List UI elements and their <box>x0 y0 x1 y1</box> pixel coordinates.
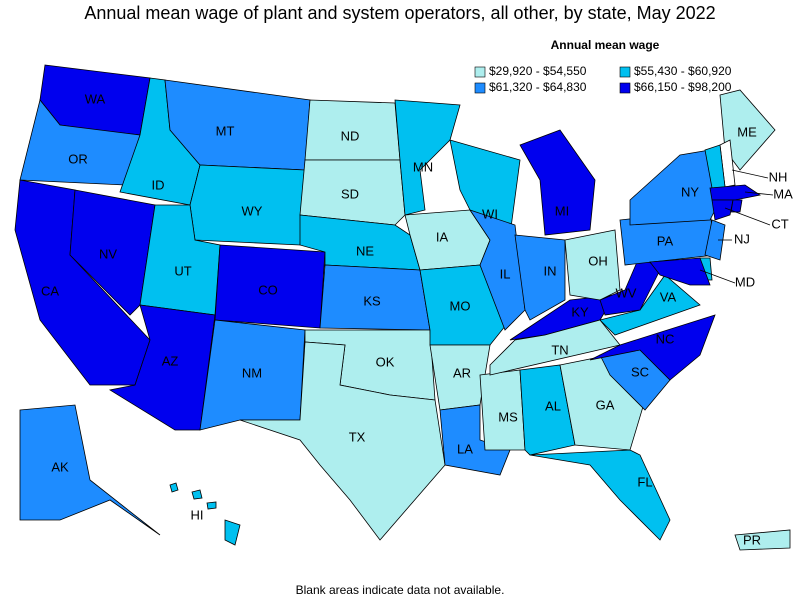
state-label: WA <box>85 91 106 106</box>
state-label: WV <box>616 285 637 300</box>
states <box>14 64 791 551</box>
state-label: MD <box>735 274 755 289</box>
state-label: NY <box>681 184 699 199</box>
state-label: NM <box>242 365 262 380</box>
state <box>19 404 161 536</box>
state-label: IL <box>500 266 511 281</box>
state <box>224 519 241 546</box>
state <box>709 184 762 201</box>
state-label: ID <box>152 177 165 192</box>
state-label: OK <box>376 354 395 369</box>
state <box>711 199 734 221</box>
state <box>299 159 406 226</box>
state <box>649 257 711 286</box>
state-label: AL <box>545 398 561 413</box>
state-label: OR <box>68 151 88 166</box>
state-label: NH <box>769 169 788 184</box>
state <box>239 341 446 541</box>
state-label: HI <box>191 507 204 522</box>
legend-label: $55,430 - $60,920 <box>634 64 732 78</box>
legend-swatch <box>619 82 631 94</box>
state-label: MS <box>498 409 518 424</box>
state-label: IA <box>436 229 449 244</box>
state-label: NE <box>356 243 374 258</box>
state-label: GA <box>596 397 615 412</box>
state-label: OH <box>588 253 608 268</box>
state <box>206 501 217 510</box>
state <box>719 89 776 171</box>
state-label: MI <box>555 203 569 218</box>
map-title: Annual mean wage of plant and system ope… <box>84 3 715 23</box>
state <box>169 482 179 493</box>
state <box>564 229 621 301</box>
state <box>394 99 461 216</box>
legend-label: $66,150 - $98,200 <box>634 80 732 94</box>
state <box>189 164 306 246</box>
state-label: AZ <box>162 353 179 368</box>
state-label: CO <box>258 282 278 297</box>
state <box>704 219 726 261</box>
state-label: PA <box>657 233 674 248</box>
state-label: WI <box>482 206 498 221</box>
state <box>108 304 216 431</box>
state-label: CA <box>41 283 59 298</box>
state-label: LA <box>457 441 473 456</box>
state <box>519 129 596 236</box>
state <box>734 529 791 551</box>
state-label: AK <box>51 459 69 474</box>
state-label: FL <box>637 474 652 489</box>
footnote: Blank areas indicate data not available. <box>296 583 505 597</box>
state-label: NV <box>99 246 117 261</box>
state <box>629 149 721 226</box>
leader-line <box>744 191 774 196</box>
state-label: KS <box>363 293 381 308</box>
state-label: ND <box>341 128 360 143</box>
state-label: NC <box>656 331 675 346</box>
state <box>469 209 526 331</box>
leader-line <box>699 269 736 284</box>
state <box>519 364 576 456</box>
state-label: AR <box>453 365 471 380</box>
state-label: UT <box>174 263 191 278</box>
state-label: MO <box>450 298 471 313</box>
state-label: CT <box>771 216 788 231</box>
state-labels: WA OR CA NV ID MT WY UT CO AZ NM ND SD NE KS OK TX MN IA MO… <box>41 91 793 547</box>
state-label: SD <box>341 186 359 201</box>
state-label: IN <box>544 263 557 278</box>
state-label: ME <box>737 124 757 139</box>
state-label: VA <box>660 289 677 304</box>
state-label: PR <box>743 532 761 547</box>
state-label: KY <box>571 304 589 319</box>
state-label: MA <box>773 186 793 201</box>
legend-swatch <box>474 66 486 78</box>
state <box>589 314 716 381</box>
state <box>514 234 566 321</box>
state-label: TX <box>349 429 366 444</box>
legend-swatch <box>619 66 631 78</box>
legend-title: Annual mean wage <box>551 38 660 52</box>
state-label: TN <box>551 342 568 357</box>
state <box>69 189 156 316</box>
state-label: NJ <box>734 231 750 246</box>
state-label: MN <box>413 159 433 174</box>
legend-swatch <box>474 82 486 94</box>
state <box>599 274 701 336</box>
legend-label: $61,320 - $64,830 <box>489 80 587 94</box>
state <box>191 489 203 500</box>
state-label: WY <box>242 203 263 218</box>
state <box>529 449 671 541</box>
leader-line <box>731 169 769 179</box>
state-label: SC <box>631 364 649 379</box>
legend-label: $29,920 - $54,550 <box>489 64 587 78</box>
state-label: MT <box>216 123 235 138</box>
leader-line <box>724 207 771 226</box>
state <box>730 199 743 213</box>
